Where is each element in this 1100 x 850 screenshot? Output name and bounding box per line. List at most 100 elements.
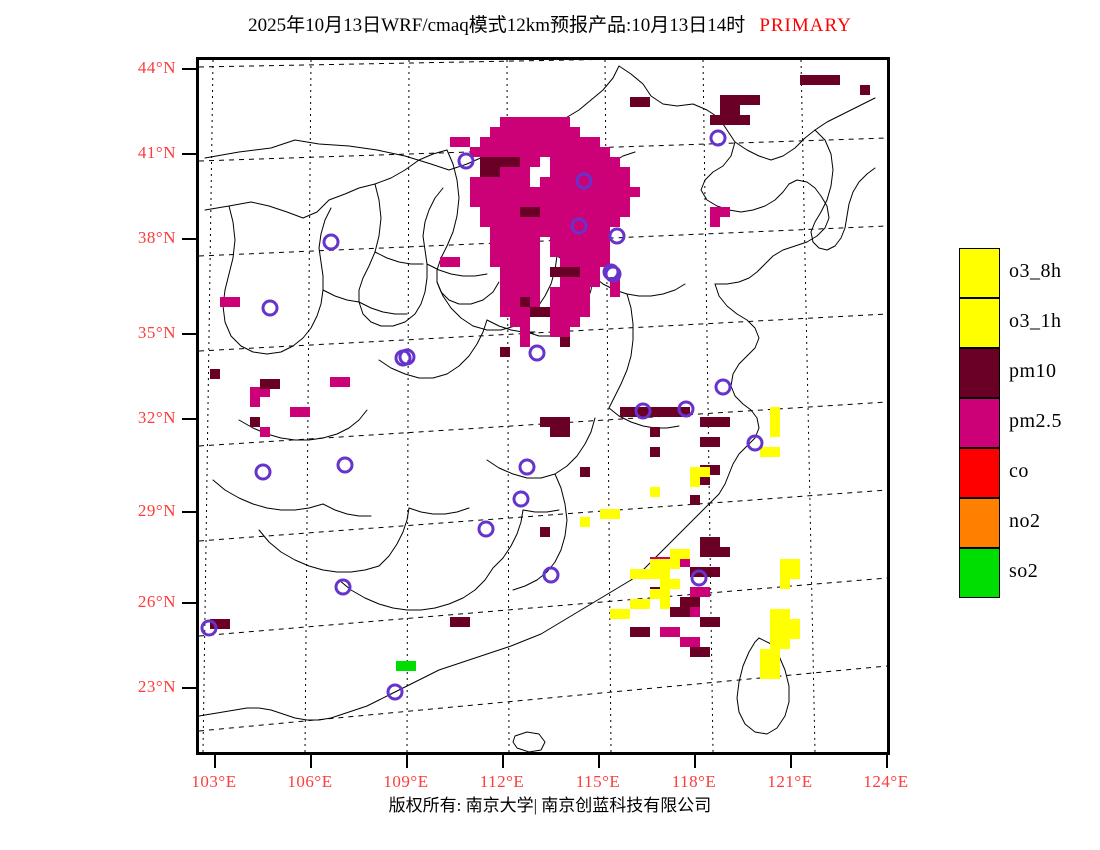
grid-cell xyxy=(540,147,550,157)
grid-cell xyxy=(760,447,770,457)
grid-cell xyxy=(500,297,510,307)
grid-cell xyxy=(520,177,530,187)
x-tick xyxy=(214,755,216,768)
grid-cell xyxy=(700,537,710,547)
grid-cell xyxy=(490,257,500,267)
grid-cell xyxy=(580,307,590,317)
grid-cell xyxy=(580,297,590,307)
grid-cell xyxy=(510,227,520,237)
grid-cell xyxy=(540,527,550,537)
title-primary-text: PRIMARY xyxy=(759,15,852,36)
grid-cell xyxy=(610,509,620,519)
grid-cell xyxy=(570,147,580,157)
grid-cell xyxy=(550,117,560,127)
grid-cell xyxy=(520,187,530,197)
grid-cell xyxy=(650,589,660,599)
grid-cell xyxy=(540,307,550,317)
grid-cell xyxy=(570,317,580,327)
grid-cell xyxy=(800,75,810,85)
grid-cell xyxy=(650,407,660,417)
grid-cell xyxy=(500,117,510,127)
legend-swatch-o3-1h xyxy=(959,298,1000,348)
grid-cell xyxy=(550,317,560,327)
grid-cell xyxy=(560,207,570,217)
grid-cell xyxy=(500,177,510,187)
grid-cell xyxy=(220,297,230,307)
y-tick-label: 29°N xyxy=(137,501,176,520)
grid-cell xyxy=(460,137,470,147)
grid-cell xyxy=(570,137,580,147)
grid-cell xyxy=(600,167,610,177)
city-marker xyxy=(634,402,652,420)
grid-cell xyxy=(500,237,510,247)
grid-cell xyxy=(690,477,700,487)
grid-cell xyxy=(590,137,600,147)
grid-cell xyxy=(550,327,560,337)
grid-cell xyxy=(550,147,560,157)
map-boundaries xyxy=(199,65,876,752)
grid-cell xyxy=(550,267,560,277)
grid-cell xyxy=(460,617,470,627)
grid-cell xyxy=(570,247,580,257)
grid-cell xyxy=(540,227,550,237)
grid-cell xyxy=(650,447,660,457)
grid-cell xyxy=(520,237,530,247)
grid-cell xyxy=(540,197,550,207)
grid-cell xyxy=(550,127,560,137)
grid-cell xyxy=(570,267,580,277)
grid-cell xyxy=(520,147,530,157)
grid-cell xyxy=(510,167,520,177)
grid-cell xyxy=(590,247,600,257)
grid-cell xyxy=(620,609,630,619)
legend-swatch-so2 xyxy=(959,548,1000,598)
grid-cell xyxy=(550,307,560,317)
grid-cell xyxy=(330,377,340,387)
grid-cell xyxy=(630,569,640,579)
grid-cell xyxy=(580,287,590,297)
grid-cell xyxy=(600,257,610,267)
city-marker xyxy=(322,233,340,251)
grid-cell xyxy=(780,629,790,639)
grid-cell xyxy=(560,147,570,157)
grid-cell xyxy=(500,127,510,137)
city-marker xyxy=(386,683,404,701)
legend-label-o3-1h: o3_1h xyxy=(1009,310,1062,332)
grid-cell xyxy=(510,217,520,227)
grid-cell xyxy=(670,549,680,559)
grid-cell xyxy=(500,307,510,317)
city-marker xyxy=(394,349,412,367)
grid-cell xyxy=(560,177,570,187)
grid-cell xyxy=(600,177,610,187)
grid-cell xyxy=(570,257,580,267)
grid-cell xyxy=(770,659,780,669)
grid-cell xyxy=(490,217,500,227)
grid-cell xyxy=(600,157,610,167)
grid-cell xyxy=(550,427,560,437)
grid-cell xyxy=(640,599,650,609)
grid-cell xyxy=(580,137,590,147)
grid-cell xyxy=(560,307,570,317)
grid-cell xyxy=(780,579,790,589)
grid-cell xyxy=(530,217,540,227)
grid-cell xyxy=(490,147,500,157)
grid-cell xyxy=(500,277,510,287)
grid-cell xyxy=(760,659,770,669)
grid-cell xyxy=(720,547,730,557)
grid-cell xyxy=(510,177,520,187)
grid-cell xyxy=(780,609,790,619)
grid-cell xyxy=(650,427,660,437)
city-marker xyxy=(604,265,622,283)
grid-cell xyxy=(530,297,540,307)
grid-cell xyxy=(660,579,670,589)
grid-cell xyxy=(510,207,520,217)
grid-cell xyxy=(810,75,820,85)
grid-cell xyxy=(480,147,490,157)
grid-cell xyxy=(470,187,480,197)
grid-cell xyxy=(540,117,550,127)
x-tick xyxy=(310,755,312,768)
grid-cell xyxy=(600,207,610,217)
grid-cell xyxy=(470,197,480,207)
grid-cell xyxy=(570,287,580,297)
grid-cell xyxy=(540,217,550,227)
grid-cell xyxy=(580,197,590,207)
